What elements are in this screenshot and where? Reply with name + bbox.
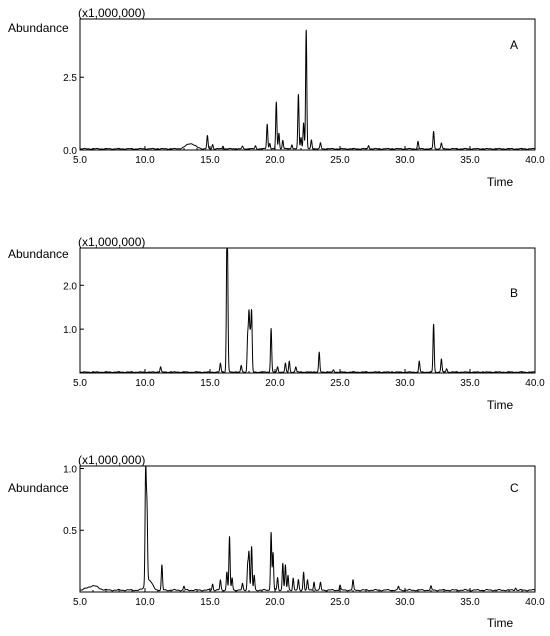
panel-a-x-tick-label: 40.0 xyxy=(525,155,545,166)
panel-a-x-tick-label: 20.0 xyxy=(265,155,285,166)
panel-b-ticks: 5.0 10.0 15.0 20.0 25.0 30.0 35.0 40.0 1.0 2.0 xyxy=(63,281,545,389)
panel-a-x-tick-label: 25.0 xyxy=(330,155,350,166)
panel-c-x-tick-label: 20.0 xyxy=(265,597,285,608)
panel-a-scale-label: (x1,000,000) xyxy=(78,6,145,20)
panel-a-x-tick-label: 15.0 xyxy=(200,155,220,166)
panel-b-x-tick-label: 15.0 xyxy=(200,378,220,389)
panel-c-plot-frame xyxy=(79,465,536,593)
panel-a-plot-frame xyxy=(79,18,536,151)
panel-c-y-axis-label: Abundance xyxy=(8,481,69,495)
panel-b-plot-frame xyxy=(79,247,536,374)
panel-c: (x1,000,000) Abundance C 5.0 10.0 15.0 20.0… xyxy=(8,453,545,630)
panel-b-scale-label: (x1,000,000) xyxy=(78,235,145,249)
panel-b-y-tick-label: 2.0 xyxy=(63,281,77,292)
panel-b-x-tick-label: 20.0 xyxy=(265,378,285,389)
panel-b-x-tick-label: 40.0 xyxy=(525,378,545,389)
panel-c-x-tick-label: 15.0 xyxy=(200,597,220,608)
panel-c-x-tick-label: 35.0 xyxy=(460,597,480,608)
panel-a-ticks: 5.0 10.0 15.0 20.0 25.0 30.0 35.0 40.0 0.0 2.5 xyxy=(63,73,545,166)
panel-a-x-tick-label: 30.0 xyxy=(395,155,415,166)
panel-a-x-tick-label: 10.0 xyxy=(135,155,155,166)
panel-c-x-tick-label: 40.0 xyxy=(525,597,545,608)
panel-b-y-tick-label: 1.0 xyxy=(63,325,77,336)
panel-a-x-tick-label: 35.0 xyxy=(460,155,480,166)
panel-c-x-tick-label: 25.0 xyxy=(330,597,350,608)
panel-c-x-tick-label: 10.0 xyxy=(135,597,155,608)
panel-a-y-tick-label: 2.5 xyxy=(63,73,77,84)
panel-b-x-axis-label: Time xyxy=(487,398,514,412)
panel-c-trace xyxy=(79,465,536,592)
panel-c-x-axis-label: Time xyxy=(487,616,514,630)
panel-c-x-tick-label: 5.0 xyxy=(73,597,87,608)
panel-c-ticks: 5.0 10.0 15.0 20.0 25.0 30.0 35.0 40.0 0.5 1.0 xyxy=(63,464,545,608)
panel-b-x-tick-label: 35.0 xyxy=(460,378,480,389)
panel-b: (x1,000,000) Abundance B 5.0 10.0 15.0 20.0… xyxy=(8,235,545,412)
panel-b-x-tick-label: 5.0 xyxy=(73,378,87,389)
panel-c-y-tick-label: 0.5 xyxy=(63,526,77,537)
panel-b-label: B xyxy=(510,286,518,300)
panel-a-y-axis-label: Abundance xyxy=(8,21,69,35)
panel-b-x-tick-label: 10.0 xyxy=(135,378,155,389)
panel-b-y-axis-label: Abundance xyxy=(8,247,69,261)
panel-c-scale-label: (x1,000,000) xyxy=(78,453,145,467)
panel-a-x-axis-label: Time xyxy=(487,175,514,189)
panel-b-trace xyxy=(79,247,536,373)
panel-b-x-tick-label: 30.0 xyxy=(395,378,415,389)
panel-c-x-tick-label: 30.0 xyxy=(395,597,415,608)
panel-a: (x1,000,000) Abundance A 5.0 10.0 15.0 20.0… xyxy=(8,6,545,189)
panel-a-x-tick-label: 5.0 xyxy=(73,155,87,166)
panel-a-label: A xyxy=(510,38,518,52)
panel-a-y-tick-label: 0.0 xyxy=(63,146,77,157)
panel-c-label: C xyxy=(510,481,519,495)
panel-b-x-tick-label: 25.0 xyxy=(330,378,350,389)
panel-c-y-tick-label: 1.0 xyxy=(63,464,77,475)
panel-a-trace xyxy=(79,29,536,150)
